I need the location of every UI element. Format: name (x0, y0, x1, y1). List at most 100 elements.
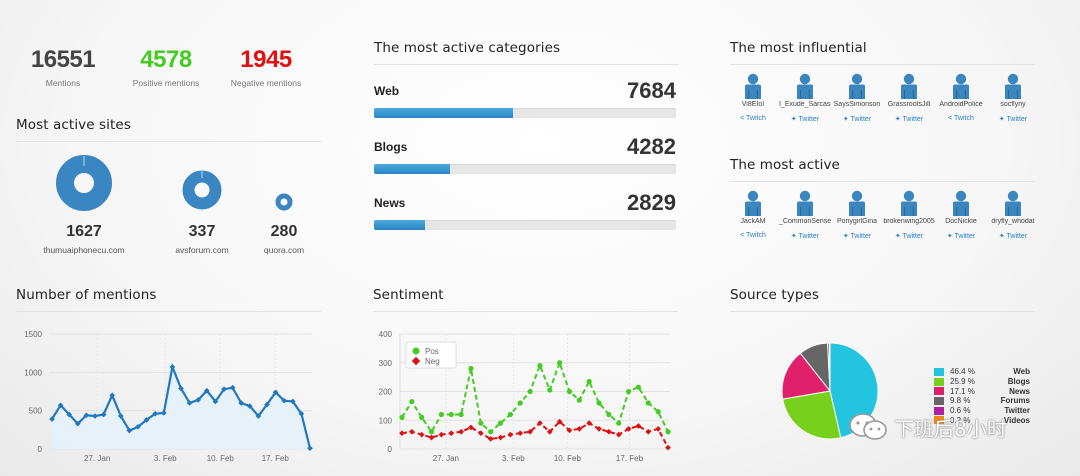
user-network-link[interactable]: < Twitch (727, 115, 779, 122)
sentiment-point-pos[interactable] (557, 360, 563, 366)
mentions-point[interactable] (195, 397, 202, 403)
user-name[interactable]: PonygirlGina (836, 218, 878, 225)
sentiment-point-neg[interactable] (655, 426, 661, 432)
sentiment-point-neg[interactable] (409, 428, 415, 435)
user-name[interactable]: _CommonSense7 (779, 218, 831, 225)
user-network-link[interactable]: ✦ Twitter (883, 115, 935, 123)
user-name[interactable]: AndroidPolice (939, 101, 983, 108)
sentiment-point-neg[interactable] (448, 430, 455, 437)
sentiment-point-neg[interactable] (645, 428, 652, 435)
user-name[interactable]: dryfly_whodat (991, 218, 1035, 225)
sentiment-point-neg[interactable] (615, 431, 622, 438)
site-item[interactable]: 1627 thumuaiphonecu.com (36, 155, 132, 255)
mentions-point[interactable] (57, 402, 64, 409)
sentiment-point-pos[interactable] (438, 411, 445, 418)
user-name[interactable]: GrassrootsJill (887, 101, 931, 108)
sentiment-point-pos[interactable] (478, 420, 484, 426)
legend-item[interactable]: 46.4 % Web (934, 367, 1030, 377)
user-name[interactable]: SaysSimonson (833, 101, 881, 108)
sentiment-point-neg[interactable] (625, 426, 632, 432)
mentions-point[interactable] (186, 400, 193, 406)
site-domain[interactable]: thumuaiphonecu.com (43, 245, 125, 255)
mentions-point[interactable] (66, 411, 73, 418)
sentiment-point-neg[interactable] (428, 434, 435, 441)
sentiment-point-pos[interactable] (428, 429, 435, 435)
site-domain[interactable]: quora.com (263, 245, 305, 255)
sentiment-point-pos[interactable] (507, 411, 513, 418)
legend-item[interactable]: 9.8 % Forums (934, 396, 1030, 406)
sentiment-point-pos[interactable] (488, 429, 494, 435)
sentiment-point-pos[interactable] (576, 397, 582, 403)
user-card[interactable]: I_Exude_Sarcasm ✦ Twitter (779, 73, 831, 123)
mentions-point[interactable] (178, 385, 184, 392)
mentions-point[interactable] (100, 411, 107, 418)
user-card[interactable]: brokenwing2005 ✦ Twitter (883, 190, 935, 240)
site-domain[interactable]: avsforum.com (175, 245, 229, 255)
user-name[interactable]: I_Exude_Sarcasm (779, 101, 831, 108)
sentiment-point-pos[interactable] (458, 411, 464, 418)
sentiment-point-neg[interactable] (665, 444, 671, 451)
sentiment-point-pos[interactable] (616, 420, 622, 426)
mentions-point[interactable] (238, 400, 245, 406)
user-card[interactable]: Vi8EIoI < Twitch (727, 73, 779, 122)
legend-item[interactable]: 17.1 % News (934, 386, 1030, 396)
user-card[interactable]: AndroidPolice < Twitch (935, 73, 987, 122)
user-card[interactable]: socflyny ✦ Twitter (987, 73, 1039, 123)
sentiment-point-neg[interactable] (487, 436, 494, 442)
sentiment-point-pos[interactable] (606, 411, 612, 418)
mentions-point[interactable] (307, 445, 313, 452)
sentiment-point-pos[interactable] (625, 388, 632, 395)
user-card[interactable]: PonygirlGina ✦ Twitter (831, 190, 883, 240)
user-name[interactable]: socflyny (1000, 101, 1026, 108)
user-network-link[interactable]: ✦ Twitter (779, 115, 831, 123)
category-row-news[interactable]: News 2829 (374, 190, 678, 232)
user-network-link[interactable]: ✦ Twitter (883, 232, 935, 240)
legend-item[interactable]: 25.9 % Blogs (934, 377, 1030, 387)
sentiment-point-pos[interactable] (586, 378, 592, 385)
sentiment-point-pos[interactable] (399, 414, 405, 420)
user-card[interactable]: GrassrootsJill ✦ Twitter (883, 73, 935, 123)
user-network-link[interactable]: ✦ Twitter (831, 232, 883, 240)
mentions-point[interactable] (281, 397, 288, 404)
category-row-blogs[interactable]: Blogs 4282 (374, 134, 678, 176)
sentiment-point-neg[interactable] (517, 430, 524, 437)
user-card[interactable]: dryfly_whodat ✦ Twitter (987, 190, 1039, 240)
user-network-link[interactable]: ✦ Twitter (987, 115, 1039, 123)
sentiment-point-pos[interactable] (537, 363, 543, 369)
sentiment-point-pos[interactable] (596, 400, 602, 406)
user-name[interactable]: DocNickie (945, 218, 977, 225)
sentiment-point-pos[interactable] (566, 388, 573, 395)
sentiment-point-pos[interactable] (517, 400, 523, 406)
sentiment-point-pos[interactable] (419, 414, 425, 420)
user-card[interactable]: DocNickie ✦ Twitter (935, 190, 987, 240)
sentiment-point-pos[interactable] (655, 409, 661, 415)
sentiment-point-neg[interactable] (635, 423, 642, 429)
site-item[interactable]: 280 quora.com (254, 193, 314, 255)
sentiment-point-pos[interactable] (409, 398, 415, 405)
sentiment-point-pos[interactable] (547, 387, 553, 393)
sentiment-point-pos[interactable] (635, 384, 642, 390)
mentions-point[interactable] (169, 364, 176, 370)
sentiment-point-pos[interactable] (468, 365, 474, 372)
sentiment-point-neg[interactable] (458, 428, 464, 435)
user-card[interactable]: SaysSimonson ✦ Twitter (831, 73, 883, 123)
category-row-web[interactable]: Web 7684 (374, 78, 678, 120)
pie-slice-blogs[interactable] (782, 390, 842, 440)
user-card[interactable]: JackAM < Twitch (727, 190, 779, 239)
sentiment-point-neg[interactable] (507, 431, 514, 438)
site-item[interactable]: 337 avsforum.com (166, 170, 238, 255)
sentiment-point-neg[interactable] (546, 428, 553, 435)
sentiment-point-pos[interactable] (645, 400, 651, 406)
user-network-link[interactable]: ✦ Twitter (935, 232, 987, 240)
sentiment-point-neg[interactable] (586, 420, 593, 426)
mentions-point[interactable] (143, 417, 150, 423)
sentiment-point-pos[interactable] (497, 420, 504, 426)
user-name[interactable]: Vi8EIoI (741, 101, 765, 108)
pie-slice-news[interactable] (781, 352, 831, 400)
user-network-link[interactable]: ✦ Twitter (987, 232, 1039, 240)
user-network-link[interactable]: < Twitch (935, 115, 987, 122)
sentiment-point-neg[interactable] (418, 431, 425, 438)
mentions-point[interactable] (246, 403, 253, 409)
sentiment-point-neg[interactable] (606, 428, 612, 435)
mentions-point[interactable] (74, 420, 81, 427)
